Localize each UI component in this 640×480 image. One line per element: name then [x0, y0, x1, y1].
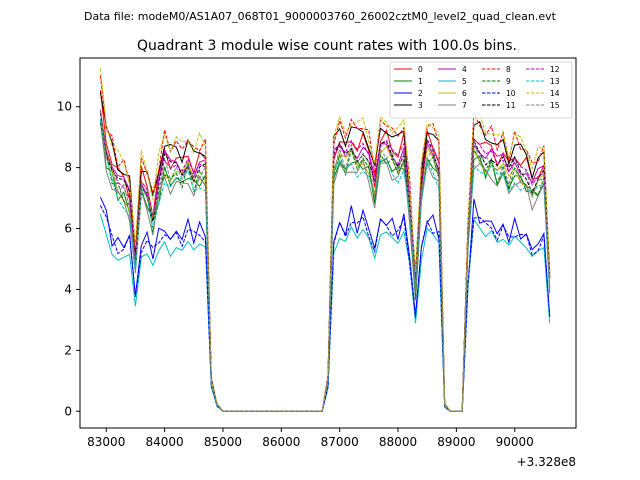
legend-label-0: 0	[418, 65, 423, 74]
y-tick-label: 0	[64, 404, 72, 418]
y-tick-label: 8	[64, 161, 72, 175]
legend-label-10: 10	[506, 89, 516, 98]
series-line-13	[99, 119, 551, 412]
series-line-1	[99, 119, 551, 412]
legend-label-3: 3	[418, 101, 423, 110]
x-tick-label: 86000	[262, 435, 300, 449]
legend-label-9: 9	[506, 77, 511, 86]
legend-label-2: 2	[418, 89, 423, 98]
legend-label-11: 11	[506, 101, 516, 110]
x-tick-label: 89000	[437, 435, 475, 449]
series-layer	[99, 68, 551, 412]
x-tick-label: 88000	[379, 435, 417, 449]
x-tick-label: 83000	[87, 435, 125, 449]
series-line-14	[99, 68, 551, 412]
y-tick-label: 10	[57, 100, 72, 114]
legend-label-5: 5	[462, 77, 467, 86]
legend-label-8: 8	[506, 65, 511, 74]
y-tick-label: 6	[64, 222, 72, 236]
legend-label-15: 15	[550, 101, 560, 110]
legend-label-7: 7	[462, 101, 467, 110]
chart-title: Quadrant 3 module wise count rates with …	[137, 38, 517, 54]
x-tick-label: 90000	[496, 435, 534, 449]
legend-label-1: 1	[418, 77, 423, 86]
x-axis: 83000 84000 85000 86000 87000 88000 89000 90000	[87, 428, 534, 449]
legend-label-14: 14	[550, 89, 560, 98]
series-line-8	[99, 75, 551, 412]
data-file-label: Data file: modeM0/AS1A07_068T01_90000037…	[84, 10, 557, 23]
legend-label-13: 13	[550, 77, 560, 86]
series-line-4	[99, 109, 551, 412]
y-axis: 0 2 4 6 8 10	[57, 100, 80, 418]
legend-label-12: 12	[550, 65, 560, 74]
y-tick-label: 4	[64, 282, 72, 296]
series-line-2	[99, 196, 551, 412]
legend-label-4: 4	[462, 65, 467, 74]
series-line-5	[99, 214, 551, 412]
x-tick-label: 84000	[146, 435, 184, 449]
series-line-9	[99, 122, 551, 412]
x-axis-offset-label: +3.328e8	[517, 455, 576, 469]
x-tick-label: 87000	[321, 435, 359, 449]
series-line-15	[99, 110, 551, 412]
legend-label-6: 6	[462, 89, 467, 98]
y-tick-label: 2	[64, 343, 72, 357]
series-line-10	[99, 205, 551, 412]
x-tick-label: 85000	[204, 435, 242, 449]
plot-frame	[79, 57, 577, 429]
legend-box	[389, 61, 573, 119]
series-line-11	[99, 112, 551, 412]
